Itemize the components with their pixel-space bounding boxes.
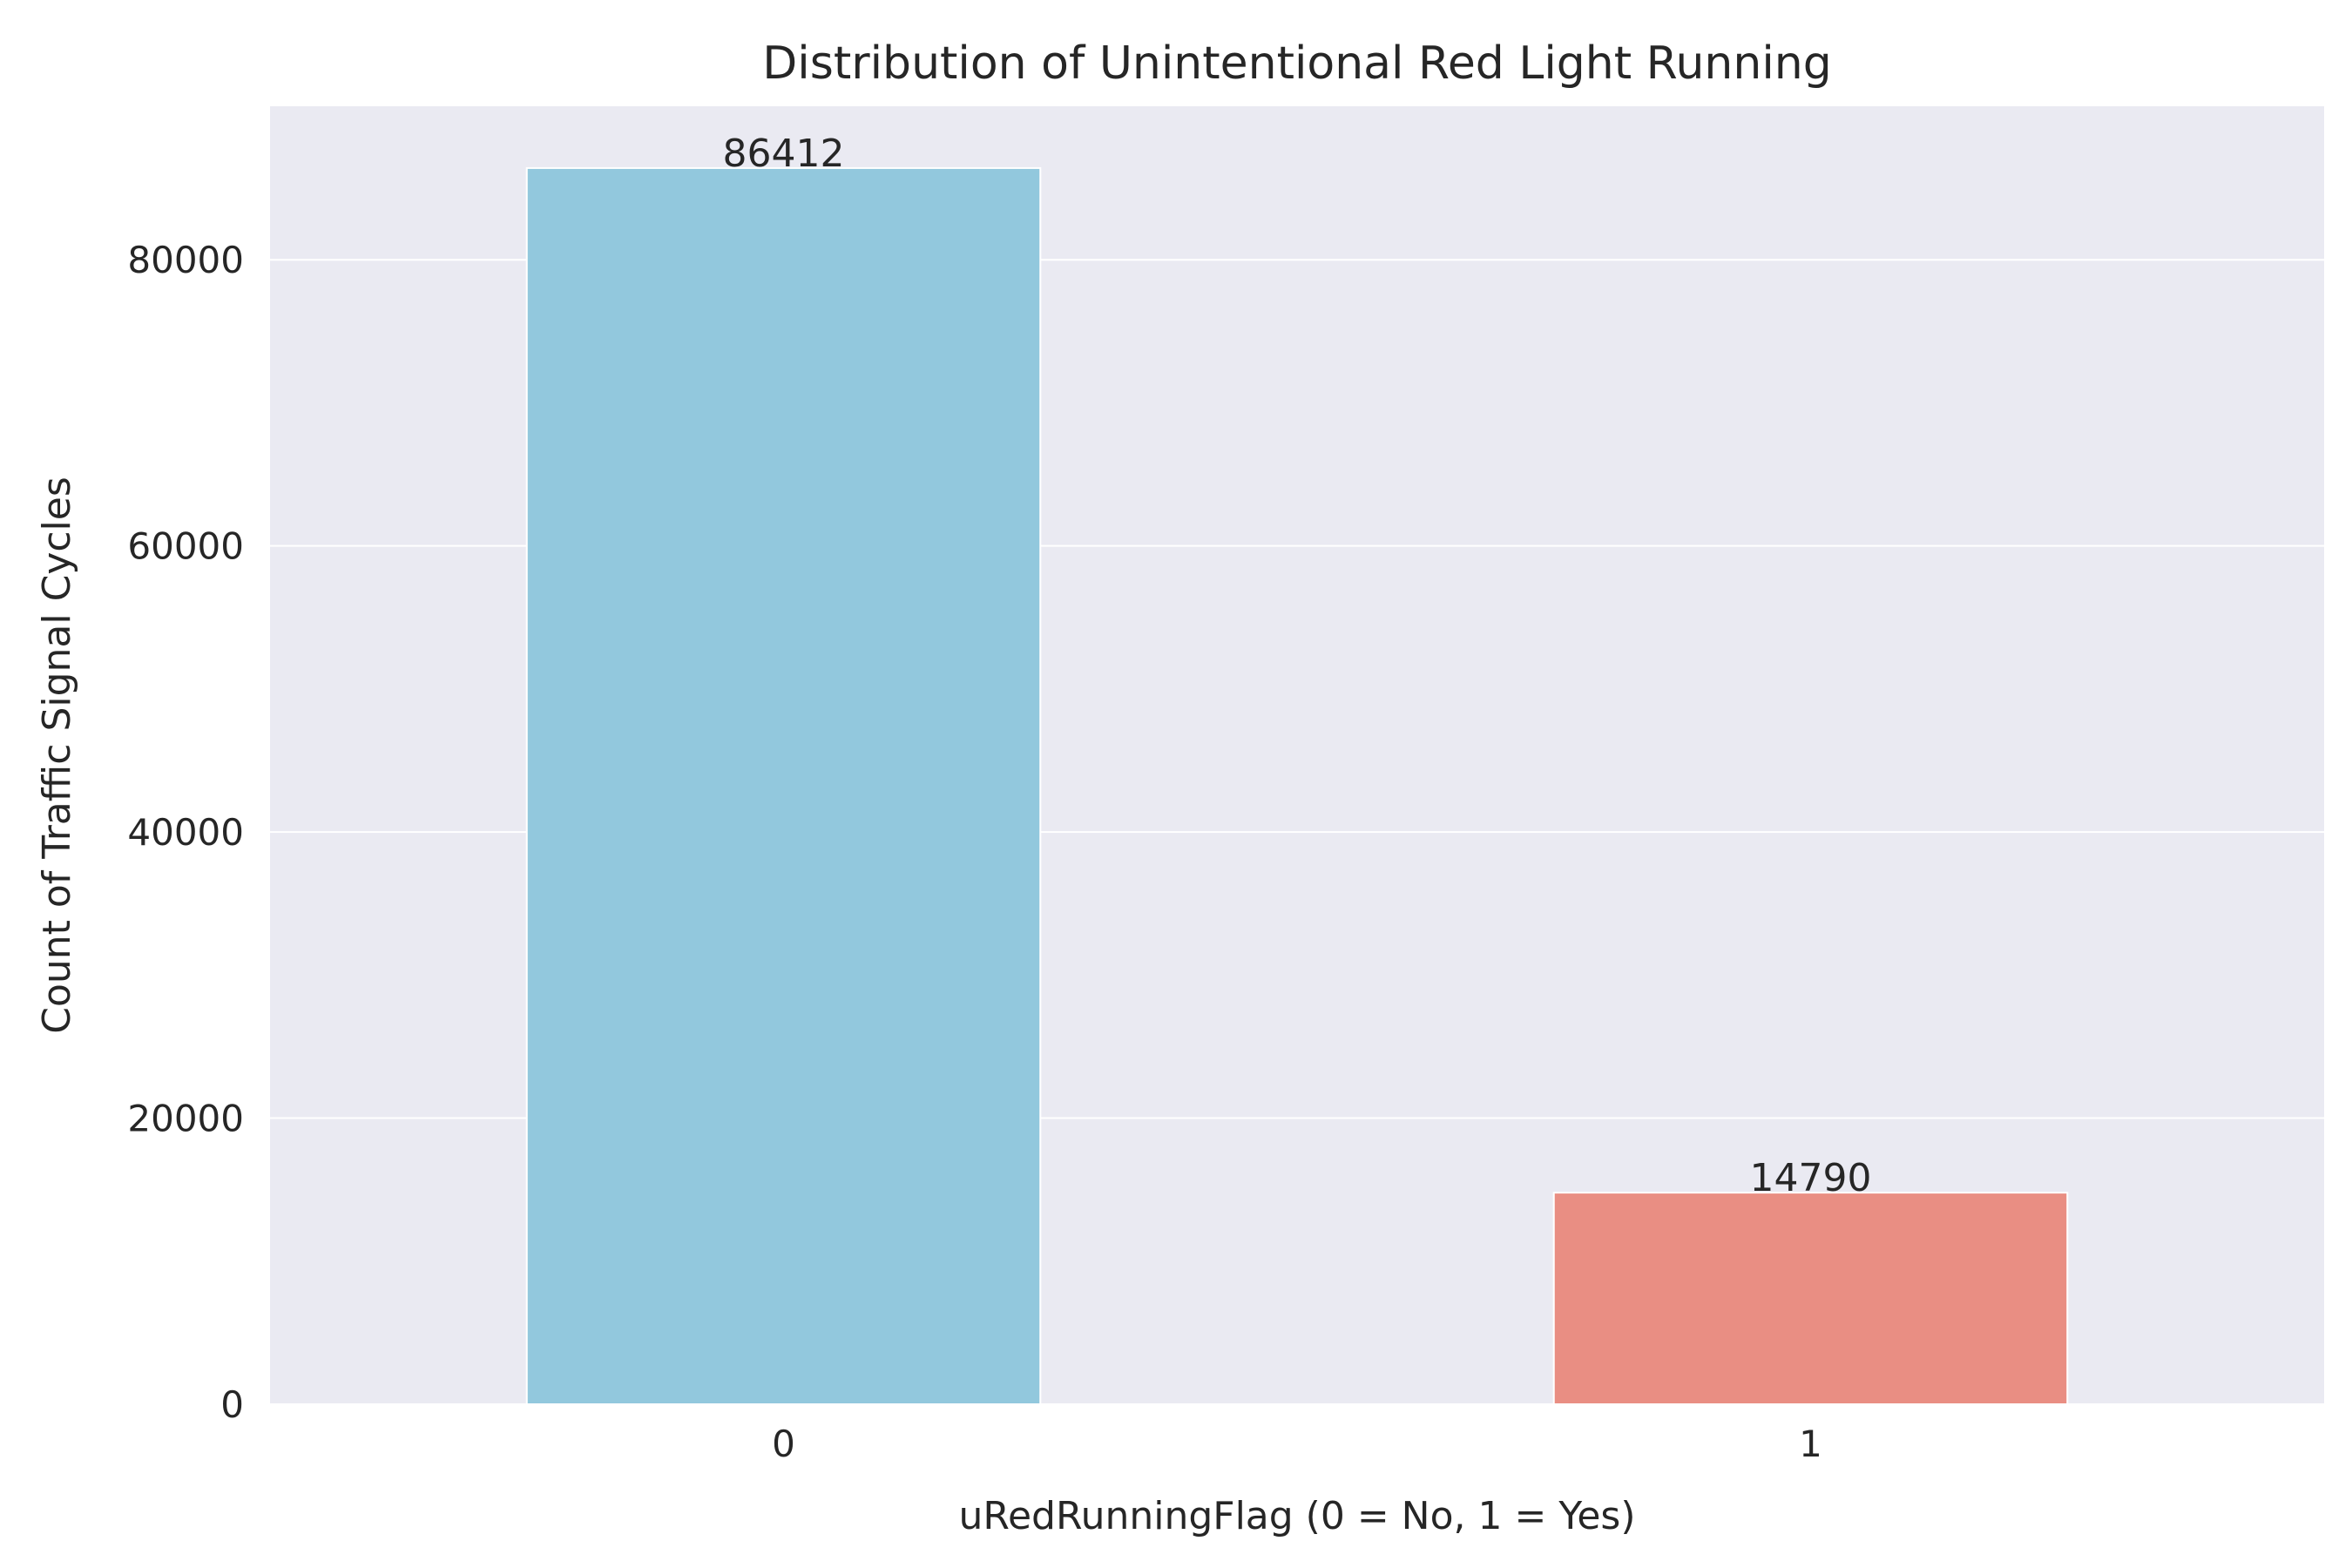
chart-title: Distribution of Unintentional Red Light …: [762, 37, 1831, 90]
bars: [525, 166, 2069, 1405]
y-tick-label: 40000: [127, 811, 244, 854]
x-tick-label-1: 1: [1799, 1423, 1822, 1465]
y-axis-ticks: 0 20000 40000 60000 80000: [127, 239, 244, 1426]
data-label-0: 86412: [723, 132, 845, 176]
y-axis-label: Count of Traffic Signal Cycles: [35, 476, 79, 1034]
y-tick-label: 20000: [127, 1098, 244, 1140]
data-label-1: 14790: [1750, 1156, 1872, 1200]
x-tick-label-0: 0: [772, 1423, 795, 1465]
data-labels: 86412 14790: [723, 132, 1872, 1200]
y-tick-label: 0: [220, 1383, 244, 1426]
bar-0: [525, 166, 1042, 1405]
bar-1: [1552, 1192, 2069, 1405]
x-axis-label: uRedRunningFlag (0 = No, 1 = Yes): [958, 1494, 1635, 1538]
y-tick-label: 80000: [127, 239, 244, 281]
y-tick-label: 60000: [127, 525, 244, 568]
